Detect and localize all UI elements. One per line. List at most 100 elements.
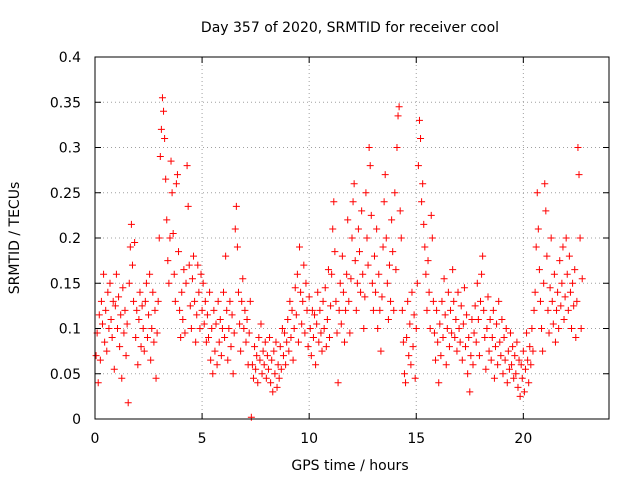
data-point (146, 270, 154, 278)
data-point (136, 288, 144, 296)
data-point (326, 334, 334, 342)
data-point (379, 243, 387, 251)
data-point (553, 306, 561, 314)
data-point (549, 320, 557, 328)
data-point (308, 306, 316, 314)
data-point (368, 279, 376, 287)
data-point (545, 329, 553, 337)
data-point (267, 379, 275, 387)
data-point (426, 325, 434, 332)
data-point (175, 248, 183, 256)
data-point (248, 361, 256, 369)
data-point (233, 243, 241, 251)
data-point (330, 198, 338, 206)
data-point (168, 189, 176, 197)
data-point (509, 343, 517, 351)
data-point (203, 311, 211, 319)
data-point (465, 334, 473, 342)
data-point (140, 347, 148, 355)
data-point (347, 275, 355, 283)
data-point (566, 288, 574, 296)
data-point (510, 374, 518, 382)
data-point (404, 297, 412, 305)
data-point (277, 365, 285, 373)
data-point (101, 338, 109, 346)
data-point (392, 266, 400, 274)
y-tick-label: 0.15 (50, 276, 81, 292)
data-point (479, 252, 487, 260)
data-point (301, 329, 309, 337)
data-point (460, 284, 468, 292)
y-tick-label: 0.2 (59, 231, 81, 247)
data-point (557, 302, 565, 310)
data-point (275, 374, 283, 382)
data-point (453, 347, 461, 355)
data-point (503, 379, 511, 387)
data-point (237, 347, 245, 355)
data-point (571, 266, 579, 274)
data-point (490, 374, 498, 382)
data-point (383, 279, 391, 287)
data-point (352, 306, 360, 314)
data-point (471, 302, 479, 310)
data-point (541, 180, 549, 188)
data-point (564, 306, 572, 314)
data-point (296, 243, 304, 251)
data-point (199, 279, 207, 287)
data-point (320, 325, 328, 332)
data-point (438, 297, 446, 305)
data-point (413, 279, 421, 287)
data-point (472, 338, 480, 346)
data-point (559, 243, 567, 251)
data-point (292, 311, 300, 319)
data-point (462, 343, 470, 351)
data-point (239, 275, 247, 283)
data-point (569, 279, 577, 287)
data-point (182, 279, 190, 287)
data-point (556, 257, 564, 265)
data-point (187, 325, 195, 332)
data-point (312, 361, 320, 369)
data-point (353, 279, 361, 287)
data-point (421, 243, 429, 251)
data-point (496, 338, 504, 346)
data-point (524, 356, 532, 364)
data-point (160, 107, 168, 115)
data-point (318, 347, 326, 355)
data-point (112, 270, 120, 278)
data-point (122, 352, 130, 360)
data-point (487, 356, 495, 364)
data-point (195, 288, 203, 296)
data-point (485, 347, 493, 355)
data-point (335, 306, 343, 314)
data-point (480, 306, 488, 314)
data-point (130, 297, 138, 305)
data-point (127, 220, 135, 228)
data-point (491, 343, 499, 351)
data-point (419, 180, 427, 188)
data-point (126, 243, 134, 251)
data-point (502, 325, 510, 332)
data-point (443, 325, 451, 332)
data-point (518, 374, 526, 382)
data-point (162, 175, 170, 183)
data-point (376, 306, 384, 314)
data-point (194, 261, 202, 269)
data-point (422, 270, 430, 278)
data-point (316, 306, 324, 314)
data-point (501, 356, 509, 364)
x-tick-label: 0 (91, 431, 100, 447)
data-point (150, 338, 158, 346)
data-point (104, 288, 112, 296)
data-point (448, 329, 456, 337)
data-point (282, 361, 290, 369)
axis-ticks (94, 56, 609, 420)
data-point (498, 315, 506, 323)
data-point (307, 352, 315, 360)
data-point (158, 94, 166, 102)
data-point (344, 216, 352, 224)
data-point (333, 329, 341, 337)
data-point (456, 338, 464, 346)
data-point (304, 343, 312, 351)
data-point (108, 334, 116, 342)
